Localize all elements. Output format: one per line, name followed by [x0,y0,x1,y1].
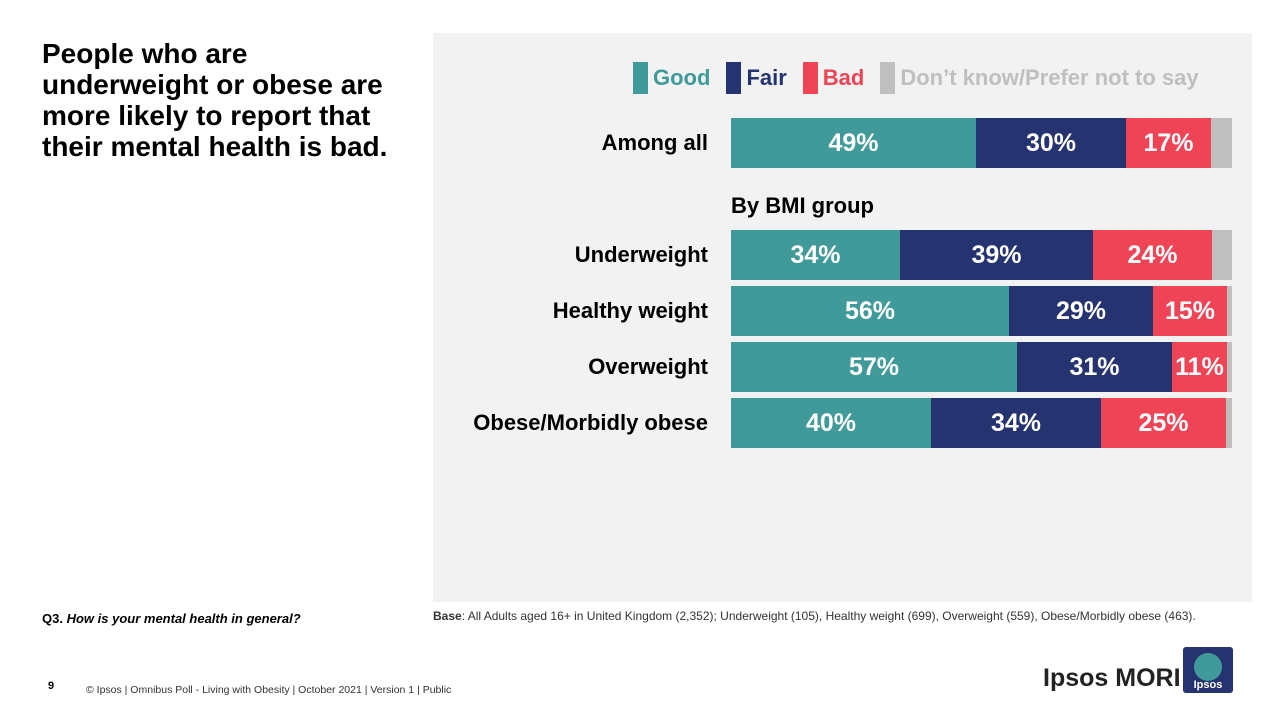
bar-segment-good: 57% [731,342,1017,392]
row-label-overweight: Overweight [588,354,708,379]
bar-segment-dont-know [1226,398,1232,448]
legend-item-good: Good [633,62,710,94]
logo-circle [1194,653,1222,681]
logo-text: Ipsos [1194,679,1223,691]
bar-segment-fair: 39% [900,230,1093,280]
bar-segment-dont-know [1212,230,1232,280]
legend-label-good: Good [653,65,711,90]
bar-segment-bad: 11% [1172,342,1227,392]
slide-title: People who are underweight or obese are … [42,38,388,162]
data-label: 24% [1127,240,1178,269]
data-label: 17% [1143,128,1194,157]
base-note: Base: All Adults aged 16+ in United King… [433,608,1239,624]
bar-segment-dont-know [1227,342,1232,392]
legend-label-dont-know: Don’t know/Prefer not to say [900,65,1199,90]
question-text: Q3. How is your mental health in general… [42,611,301,626]
legend-swatch-fair [726,62,742,94]
bar-obese: 40% 34% 25% [731,398,1232,448]
row-label-healthy-weight: Healthy weight [552,298,708,323]
data-label: 11% [1175,352,1224,381]
base-text: : All Adults aged 16+ in United Kingdom … [461,609,1196,623]
row-label-among-all: Among all [601,130,708,155]
legend-label-fair: Fair [746,65,787,90]
data-label: 49% [828,128,879,157]
bar-segment-good: 40% [731,398,931,448]
bar-segment-good: 49% [731,118,976,168]
data-label: 29% [1055,296,1107,325]
data-label: 25% [1138,408,1189,437]
bar-underweight: 34% 39% 24% [731,230,1232,280]
bar-segment-bad: 17% [1126,118,1211,168]
base-label: Base [433,609,462,623]
chart-legend: Good Fair Bad Don’t know/Prefer not to s… [633,62,1215,94]
legend-item-dont-know: Don’t know/Prefer not to say [880,62,1199,94]
data-label: 57% [848,352,900,381]
footer-text: © Ipsos | Omnibus Poll - Living with Obe… [86,684,452,696]
bar-among-all: 49% 30% 17% [731,118,1232,168]
legend-swatch-good [633,62,648,94]
data-label: 34% [990,408,1042,437]
legend-swatch-bad [802,62,818,94]
brand-name: Ipsos MORI [1043,664,1181,692]
bar-segment-dont-know [1227,286,1232,336]
question-label: Q3. [42,611,63,626]
bar-segment-fair: 34% [931,398,1101,448]
data-label: 40% [805,408,857,437]
bar-overweight: 57% 31% 11% [731,342,1232,392]
legend-item-fair: Fair [726,62,787,94]
row-label-obese: Obese/Morbidly obese [473,410,708,435]
bar-segment-bad: 25% [1101,398,1226,448]
bar-segment-fair: 30% [976,118,1126,168]
legend-label-bad: Bad [822,65,865,90]
legend-item-bad: Bad [802,62,865,94]
data-label: 39% [971,240,1022,269]
data-label: 56% [844,296,896,325]
bar-segment-bad: 24% [1093,230,1212,280]
legend-swatch-dont-know [880,62,896,94]
data-label: 31% [1069,352,1120,381]
row-label-underweight: Underweight [574,242,708,267]
data-label: 15% [1164,296,1216,325]
data-label: 30% [1025,128,1077,157]
bar-segment-fair: 29% [1009,286,1153,336]
ipsos-logo: Ipsos [1183,647,1233,693]
question-body: How is your mental health in general? [66,611,301,626]
bar-segment-fair: 31% [1017,342,1172,392]
group-label-bmi: By BMI group [731,193,874,218]
bar-segment-bad: 15% [1153,286,1227,336]
data-label: 34% [790,240,841,269]
bar-healthy-weight: 56% 29% 15% [731,286,1232,336]
bar-segment-dont-know [1211,118,1232,168]
bar-segment-good: 34% [731,230,900,280]
page-number: 9 [48,680,55,692]
bar-segment-good: 56% [731,286,1009,336]
